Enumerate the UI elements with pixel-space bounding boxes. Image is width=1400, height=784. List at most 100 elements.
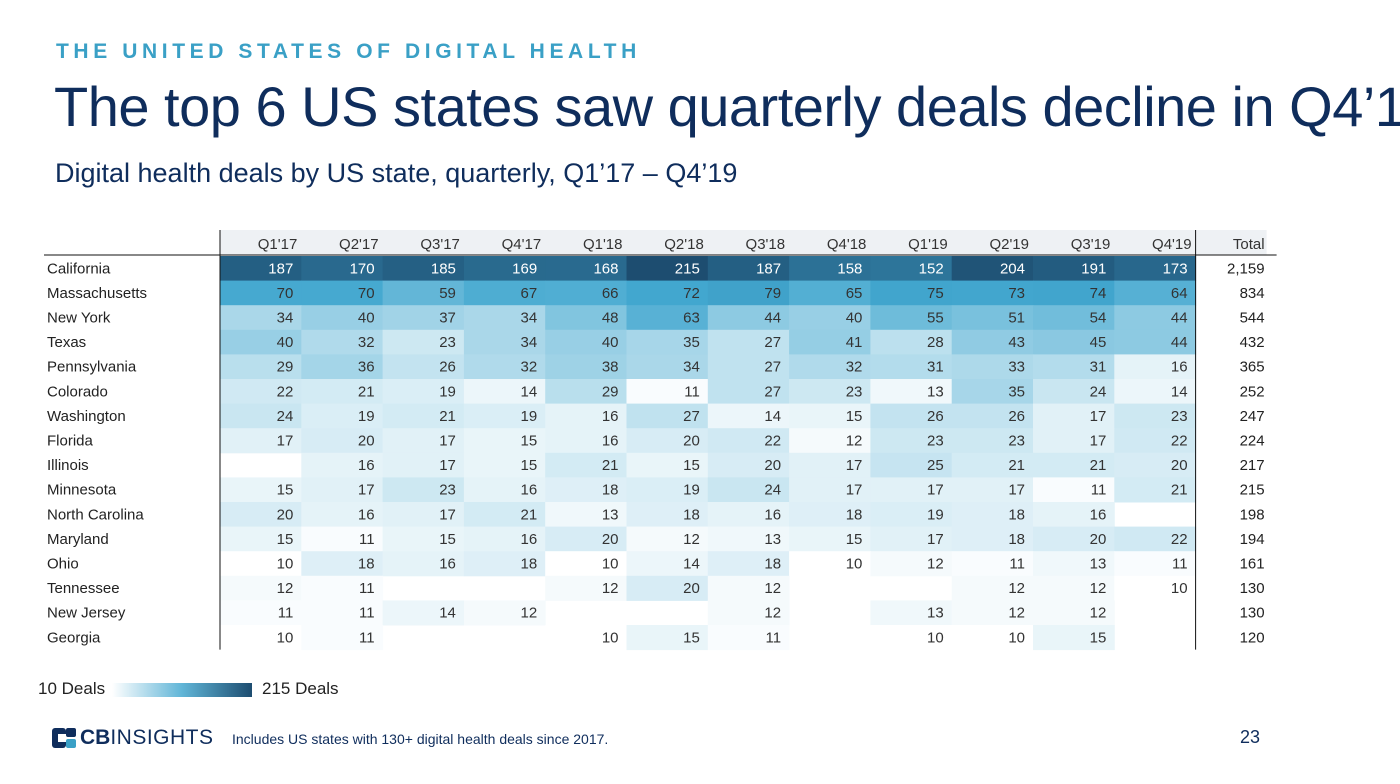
heat-cell bbox=[951, 280, 1034, 306]
cell-value: 187 bbox=[268, 260, 293, 277]
cell-value: 44 bbox=[1171, 334, 1188, 351]
heat-cell bbox=[1114, 329, 1197, 355]
cell-value: 40 bbox=[277, 334, 294, 351]
cell-value: 15 bbox=[521, 433, 538, 450]
heat-cell bbox=[382, 354, 465, 380]
cell-value: 187 bbox=[756, 260, 781, 277]
heat-cell bbox=[1114, 477, 1197, 503]
heat-cell bbox=[301, 305, 384, 331]
cell-value: 40 bbox=[602, 334, 619, 351]
row-total: 217 bbox=[1240, 457, 1265, 474]
cell-value: 11 bbox=[359, 531, 375, 548]
heat-cell bbox=[301, 280, 384, 306]
heat-cell bbox=[789, 403, 871, 429]
column-header: Q1'17 bbox=[258, 236, 298, 253]
heat-cell bbox=[382, 551, 465, 577]
cell-value: 173 bbox=[1163, 260, 1188, 277]
cell-value: 17 bbox=[439, 457, 456, 474]
heat-cell bbox=[789, 305, 871, 331]
heat-cell bbox=[951, 329, 1034, 355]
heat-cell bbox=[545, 428, 627, 454]
cell-value: 40 bbox=[846, 310, 863, 327]
heat-cell bbox=[545, 329, 627, 355]
cell-value: 19 bbox=[358, 408, 375, 425]
cell-value: 12 bbox=[1090, 605, 1107, 622]
row-total: 120 bbox=[1240, 629, 1265, 646]
heat-cell bbox=[1114, 428, 1197, 454]
heat-cell bbox=[789, 256, 871, 282]
heat-cell bbox=[707, 354, 790, 380]
page-title: The top 6 US states saw quarterly deals … bbox=[54, 75, 1400, 138]
cell-value: 23 bbox=[846, 383, 863, 400]
heat-cell bbox=[463, 477, 546, 503]
heat-cell bbox=[545, 526, 627, 552]
cell-value: 21 bbox=[439, 408, 456, 425]
heat-cell bbox=[870, 477, 953, 503]
heat-cell bbox=[1033, 600, 1115, 626]
heat-cell bbox=[463, 428, 546, 454]
heat-cell bbox=[545, 502, 627, 528]
cell-value: 12 bbox=[1008, 580, 1025, 597]
heat-cell bbox=[626, 354, 709, 380]
cell-value: 19 bbox=[683, 482, 700, 499]
heat-cell bbox=[463, 403, 546, 429]
heat-cell bbox=[951, 452, 1034, 478]
row-total: 224 bbox=[1240, 433, 1265, 450]
heat-cell bbox=[626, 379, 709, 405]
heat-cell bbox=[1114, 575, 1197, 601]
cell-value: 73 bbox=[1008, 285, 1025, 302]
heat-cell bbox=[545, 256, 627, 282]
heat-cell bbox=[951, 575, 1034, 601]
cell-value: 12 bbox=[1090, 580, 1107, 597]
cell-value: 16 bbox=[521, 531, 538, 548]
heat-cell bbox=[545, 452, 627, 478]
cell-value: 22 bbox=[1171, 433, 1188, 450]
heat-cell bbox=[707, 600, 790, 626]
row-total: 130 bbox=[1240, 605, 1265, 622]
cell-value: 14 bbox=[764, 408, 781, 425]
cell-value: 70 bbox=[358, 285, 375, 302]
heat-cell bbox=[1033, 256, 1115, 282]
heat-cell bbox=[707, 452, 790, 478]
heat-cell bbox=[1114, 526, 1197, 552]
cell-value: 20 bbox=[683, 433, 700, 450]
heat-cell bbox=[951, 526, 1034, 552]
heat-cell bbox=[220, 379, 302, 405]
cell-value: 21 bbox=[358, 383, 375, 400]
heat-cell bbox=[220, 403, 302, 429]
heat-cell bbox=[220, 477, 302, 503]
heat-cell bbox=[626, 403, 709, 429]
heat-cell bbox=[789, 502, 871, 528]
heat-cell bbox=[870, 452, 953, 478]
cell-value: 215 bbox=[675, 260, 700, 277]
heat-cell bbox=[545, 379, 627, 405]
heat-cell bbox=[870, 329, 953, 355]
cell-value: 20 bbox=[764, 457, 781, 474]
heat-cell bbox=[1033, 477, 1115, 503]
cell-value: 16 bbox=[521, 482, 538, 499]
cell-value: 13 bbox=[1090, 556, 1107, 573]
heat-cell bbox=[789, 551, 871, 577]
row-label: Washington bbox=[47, 408, 126, 425]
logo-cb-text: CB bbox=[80, 726, 111, 749]
heat-cell bbox=[382, 305, 465, 331]
heat-cell bbox=[1033, 625, 1115, 651]
cell-value: 12 bbox=[846, 433, 863, 450]
legend-color-scale bbox=[112, 683, 252, 697]
cell-value: 19 bbox=[521, 408, 538, 425]
heat-cell bbox=[707, 256, 790, 282]
heat-cell bbox=[463, 452, 546, 478]
cell-value: 23 bbox=[439, 482, 456, 499]
heat-cell bbox=[1033, 551, 1115, 577]
cell-value: 10 bbox=[1171, 580, 1188, 597]
cell-value: 20 bbox=[277, 506, 294, 523]
heat-cell bbox=[626, 477, 709, 503]
heat-cell bbox=[870, 428, 953, 454]
heat-cell bbox=[301, 625, 384, 651]
cell-value: 44 bbox=[1171, 310, 1188, 327]
cell-value: 31 bbox=[1090, 359, 1107, 376]
cell-value: 10 bbox=[846, 556, 863, 573]
heat-cell bbox=[220, 256, 302, 282]
cell-value: 43 bbox=[1008, 334, 1025, 351]
cell-value: 21 bbox=[1171, 482, 1188, 499]
